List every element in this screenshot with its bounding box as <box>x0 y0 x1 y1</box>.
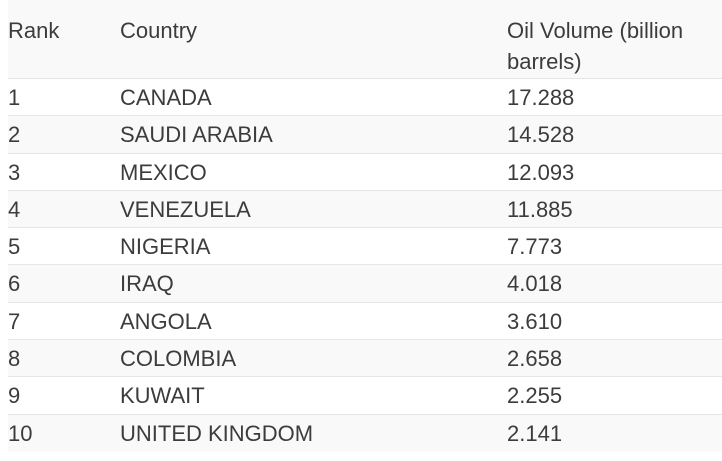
oil-volume-cell: 12.093 <box>507 159 575 185</box>
table-row: 10 UNITED KINGDOM 2.141 <box>8 414 722 452</box>
rank-cell: 2 <box>8 122 21 148</box>
country-cell: MEXICO <box>120 159 207 185</box>
table-row: 3 MEXICO 12.093 <box>8 153 722 191</box>
rank-cell: 6 <box>8 271 21 297</box>
country-cell: VENEZUELA <box>120 196 251 222</box>
table-header: Rank Country Oil Volume (billion barrels… <box>8 0 722 79</box>
rank-cell: 10 <box>8 420 33 446</box>
oil-volume-cell: 14.528 <box>507 122 575 148</box>
rank-cell: 7 <box>8 308 21 334</box>
country-cell: UNITED KINGDOM <box>120 420 314 446</box>
header-oil-volume: Oil Volume (billion barrels) <box>507 18 684 74</box>
oil-volume-cell: 2.141 <box>507 420 563 446</box>
table-row: 1 CANADA 17.288 <box>8 79 722 117</box>
rank-cell: 8 <box>8 346 21 372</box>
oil-volume-table: Rank Country Oil Volume (billion barrels… <box>8 0 722 461</box>
country-cell: NIGERIA <box>120 234 211 260</box>
header-country: Country <box>120 18 198 43</box>
country-cell: CANADA <box>120 85 212 110</box>
table-row: 8 COLOMBIA 2.658 <box>8 340 722 378</box>
rank-cell: 3 <box>8 159 21 185</box>
country-cell: IRAQ <box>120 271 174 297</box>
oil-volume-cell: 2.255 <box>507 383 563 409</box>
header-rank: Rank <box>8 18 60 43</box>
oil-volume-cell: 4.018 <box>507 271 563 297</box>
oil-volume-cell: 2.658 <box>507 346 563 372</box>
rank-cell: 5 <box>8 234 21 260</box>
country-cell: COLOMBIA <box>120 346 237 372</box>
rank-cell: 1 <box>8 85 21 110</box>
table-row: 7 ANGOLA 3.610 <box>8 302 722 341</box>
oil-volume-cell: 11.885 <box>507 196 573 222</box>
country-cell: ANGOLA <box>120 308 212 334</box>
table-row: 9 KUWAIT 2.255 <box>8 377 722 415</box>
table-row: 2 SAUDI ARABIA 14.528 <box>8 116 722 154</box>
oil-volume-cell: 17.288 <box>507 85 575 110</box>
table-row: 4 VENEZUELA 11.885 <box>8 190 722 229</box>
oil-volume-cell: 3.610 <box>507 308 563 334</box>
rank-cell: 9 <box>8 383 21 409</box>
country-cell: SAUDI ARABIA <box>120 122 273 148</box>
table-body: 1 CANADA 17.288 2 SAUDI ARABIA 14.528 3 MEXICO 1… <box>8 79 722 452</box>
table-row: 6 IRAQ 4.018 <box>8 265 722 303</box>
rank-cell: 4 <box>8 196 21 222</box>
table-row: 5 NIGERIA 7.773 <box>8 228 722 266</box>
oil-volume-cell: 7.773 <box>507 234 563 260</box>
country-cell: KUWAIT <box>120 383 205 409</box>
